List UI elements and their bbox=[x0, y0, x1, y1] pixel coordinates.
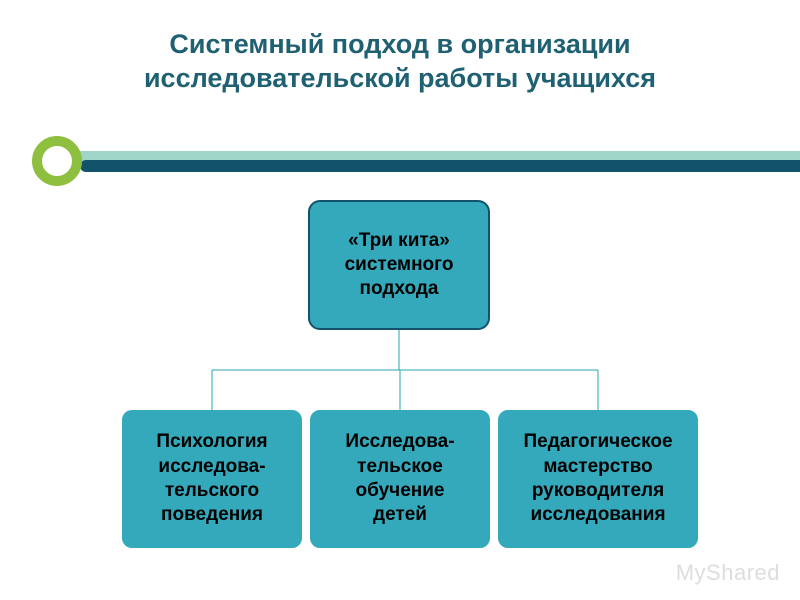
title-underline-decor bbox=[0, 146, 800, 182]
orgchart-leaf-0-label: Психологияисследова-тельскогоповедения bbox=[156, 430, 267, 527]
slide: Системный подход в организации исследова… bbox=[0, 0, 800, 600]
orgchart: «Три кита»системногоподхода Психологияис… bbox=[0, 190, 800, 570]
orgchart-leaf-2-label: Педагогическоемастерстворуководителяиссл… bbox=[523, 430, 672, 527]
orgchart-leaf-0: Психологияисследова-тельскогоповедения bbox=[122, 410, 302, 548]
orgchart-leaf-1-label: Исследова-тельскоеобучениедетей bbox=[345, 430, 454, 527]
watermark: MyShared bbox=[676, 560, 780, 586]
slide-title: Системный подход в организации исследова… bbox=[0, 0, 800, 96]
title-line-2: исследовательской работы учащихся bbox=[0, 62, 800, 96]
title-line-1: Системный подход в организации bbox=[0, 28, 800, 62]
orgchart-leaf-2: Педагогическоемастерстворуководителяиссл… bbox=[498, 410, 698, 548]
orgchart-leaf-1: Исследова-тельскоеобучениедетей bbox=[310, 410, 490, 548]
decor-bar-dark bbox=[80, 160, 800, 172]
orgchart-root-label: «Три кита»системногоподхода bbox=[345, 229, 454, 302]
decor-bullet-ring bbox=[32, 136, 82, 186]
orgchart-root-node: «Три кита»системногоподхода bbox=[308, 200, 490, 330]
